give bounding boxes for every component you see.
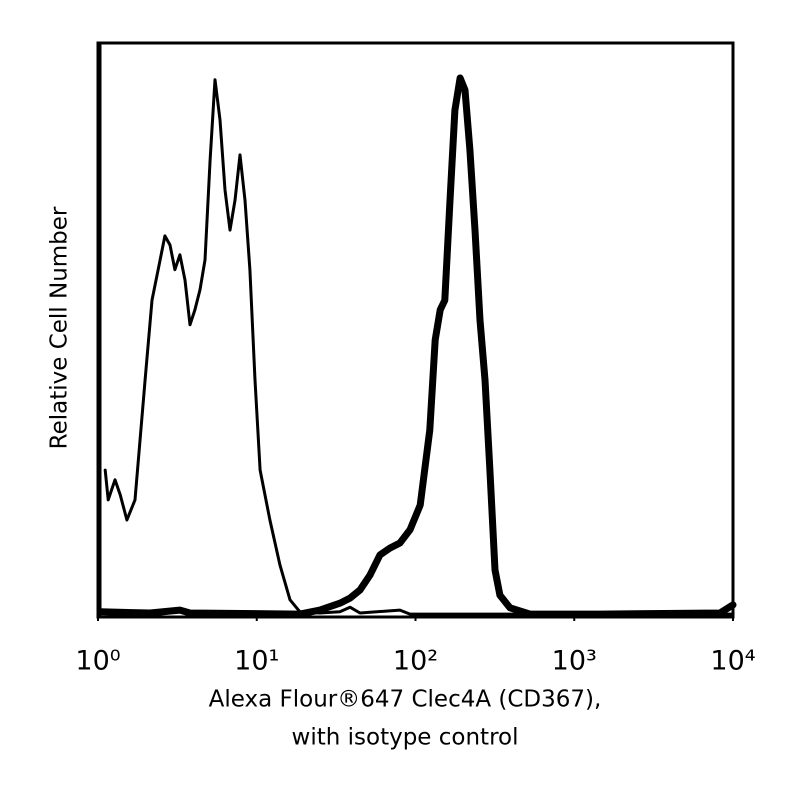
x-tick-label: 10¹ — [234, 646, 279, 677]
series-line — [103, 78, 735, 616]
x-axis-label: Alexa Flour®647 Clec4A (CD367), — [209, 687, 602, 713]
x-tick-label: 10³ — [552, 646, 597, 677]
x-tick-label: 10⁰ — [75, 646, 120, 677]
x-axis-label: with isotype control — [292, 725, 519, 751]
series-line — [96, 74, 737, 618]
y-axis-label: Relative Cell Number — [47, 206, 73, 449]
x-tick-label: 10⁴ — [710, 646, 755, 677]
plot-frame — [96, 41, 735, 619]
x-tick-label: 10² — [393, 646, 438, 677]
